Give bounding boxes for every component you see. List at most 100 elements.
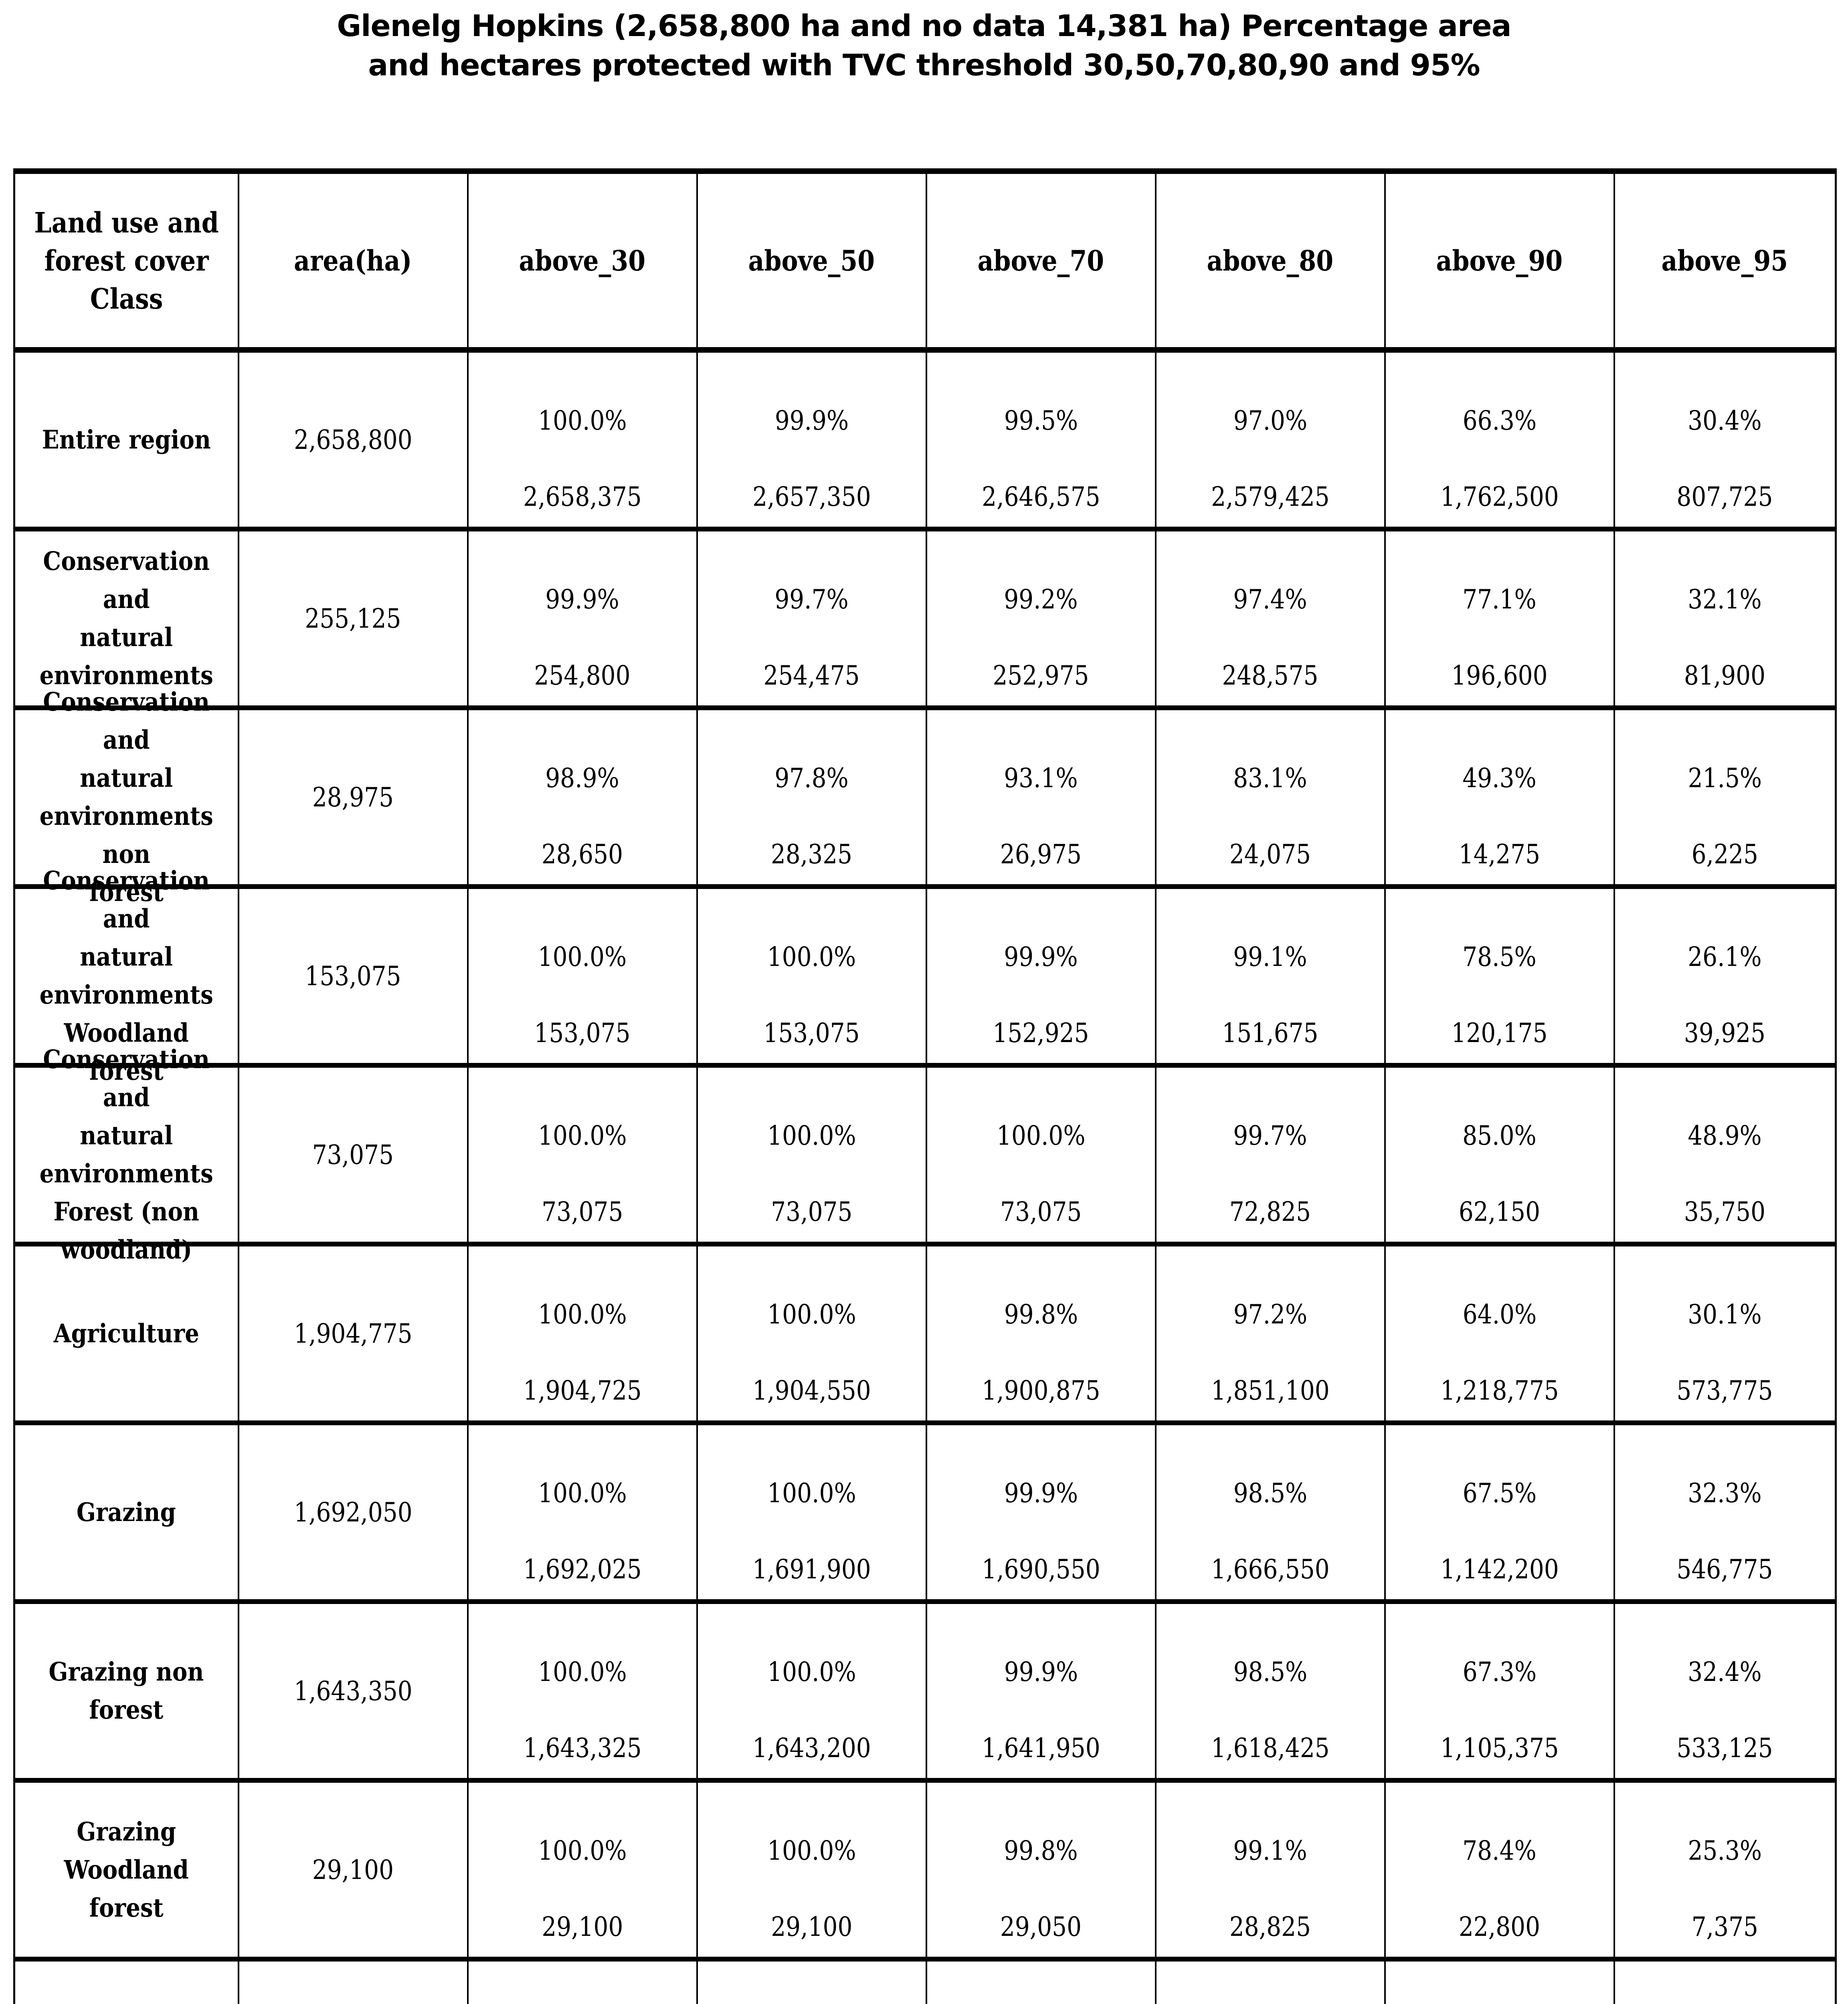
ha-value: 2,657,350: [752, 481, 871, 512]
ha-value: 254,800: [534, 660, 631, 691]
value-cell-above-50: 100.0% 1,691,900: [696, 1423, 926, 1602]
area-value: 255,125: [305, 603, 401, 634]
table-header: Land use and forest cover Class area(ha)…: [14, 171, 1836, 350]
ha-value: 6,225: [1691, 839, 1758, 870]
pct-value: 32.3%: [1688, 1478, 1762, 1509]
pct-value: 100.0%: [767, 1478, 856, 1509]
ha-value: 1,904,550: [752, 1375, 871, 1406]
area-value: 1,643,350: [293, 1675, 412, 1707]
pct-value: 66.3%: [1462, 405, 1537, 436]
area-value: 153,075: [305, 960, 401, 992]
value-cell-above-30: 98.9% 28,650: [467, 708, 697, 887]
row-label-cell: Conservation and natural environments no…: [14, 687, 239, 907]
pct-value: 100.0%: [538, 1120, 627, 1151]
ha-value: 2,579,425: [1211, 481, 1330, 512]
value-cell-above-95: 30.1% 573,775: [1613, 1244, 1836, 1423]
pct-value: 99.7%: [774, 584, 849, 615]
ha-value: 120,175: [1451, 1018, 1548, 1048]
area-value: 2,658,800: [293, 424, 412, 455]
ha-value: 2,658,375: [523, 481, 642, 512]
row-label: Conservation and natural environments: [39, 546, 213, 691]
ha-value: 252,975: [993, 660, 1089, 691]
ha-value: 153,075: [534, 1018, 631, 1048]
value-cell-above-50: 100.0% 1,904,550: [696, 1244, 926, 1423]
area-cell: 1,692,050: [237, 1423, 468, 1602]
pct-value: 100.0%: [538, 1478, 627, 1509]
value-cell-above-70: 99.8% 29,050: [925, 1780, 1156, 1959]
value-cell-above-70: 93.1% 26,975: [925, 708, 1156, 887]
pct-value: 100.0%: [996, 1120, 1086, 1151]
row-label-cell: Conservation and natural environments Wo…: [14, 866, 239, 1086]
value-cell-above-95: 32.4% 533,125: [1613, 1602, 1836, 1780]
row-label: Grazing: [77, 1497, 176, 1527]
pct-value: 97.8%: [774, 763, 849, 794]
pct-value: 99.5%: [1004, 405, 1078, 436]
value-cell-above-80: 97.2% 1,851,100: [1154, 1244, 1385, 1423]
value-cell-above-90: 85.0% 62,150: [1384, 1065, 1614, 1244]
tvc-threshold-table: Land use and forest cover Class area(ha)…: [13, 168, 1837, 2004]
value-cell-above-50: 100.0% 211,000: [696, 1959, 926, 2004]
ha-value: 73,075: [541, 1196, 623, 1227]
table-row: Agriculture 1,904,775 100.0% 1,904,725 1…: [14, 1244, 1836, 1423]
title-line-1: Glenelg Hopkins (2,658,800 ha and no dat…: [337, 9, 1511, 43]
value-cell-above-95: 48.9% 35,750: [1613, 1065, 1836, 1244]
pct-value: 67.5%: [1462, 1478, 1537, 1509]
row-label: Agriculture: [53, 1318, 199, 1349]
ha-value: 1,690,550: [981, 1554, 1100, 1585]
value-cell-above-90: 67.5% 1,142,200: [1384, 1423, 1614, 1602]
ha-value: 62,150: [1458, 1196, 1541, 1227]
pct-value: 100.0%: [538, 1657, 627, 1687]
col-header-class: Land use and forest cover Class: [34, 206, 219, 315]
table-row: Conservation and natural environments Wo…: [14, 866, 1836, 1086]
table-row: Conservation and natural environments no…: [14, 687, 1836, 907]
row-label-cell: Grazing: [14, 1423, 239, 1602]
header-row: Land use and forest cover Class area(ha)…: [14, 171, 1836, 350]
value-cell-above-30: 100.0% 153,075: [467, 887, 697, 1065]
ha-value: 73,075: [1000, 1196, 1082, 1227]
pct-value: 99.9%: [774, 405, 849, 436]
pct-value: 98.5%: [1233, 1657, 1307, 1687]
pct-value: 32.1%: [1688, 584, 1762, 615]
col-header-above-30: above_30: [467, 171, 697, 350]
ha-value: 1,641,950: [981, 1733, 1100, 1764]
ha-value: 1,762,500: [1440, 481, 1559, 512]
ha-value: 39,925: [1684, 1018, 1766, 1048]
value-cell-above-80: 99.1% 151,675: [1154, 887, 1385, 1065]
row-label-cell: Conservation and natural environments Fo…: [14, 1044, 239, 1265]
ha-value: 35,750: [1684, 1196, 1766, 1227]
value-cell-above-30: 100.0% 1,643,325: [467, 1602, 697, 1780]
table-row: Conservation and natural environments 25…: [14, 529, 1836, 708]
area-cell: 73,075: [237, 1065, 468, 1244]
col-header-above-90: above_90: [1384, 171, 1614, 350]
pct-value: 100.0%: [767, 1835, 856, 1866]
pct-value: 85.0%: [1462, 1120, 1537, 1151]
ha-value: 248,575: [1222, 660, 1318, 691]
pct-value: 97.2%: [1233, 1299, 1307, 1330]
ha-value: 546,775: [1676, 1554, 1773, 1585]
ha-value: 29,050: [1000, 1911, 1082, 1942]
value-cell-above-90: 67.3% 1,105,375: [1384, 1602, 1614, 1780]
value-cell-above-30: 100.0% 73,075: [467, 1065, 697, 1244]
ha-value: 7,375: [1691, 1911, 1758, 1942]
pct-value: 93.1%: [1004, 763, 1078, 794]
value-cell-above-80: 99.1% 28,825: [1154, 1780, 1385, 1959]
value-cell-above-80: 97.4% 248,575: [1154, 529, 1385, 708]
value-cell-above-30: 99.9% 254,800: [467, 529, 697, 708]
pct-value: 100.0%: [767, 941, 856, 972]
area-value: 73,075: [312, 1139, 394, 1170]
ha-value: 72,825: [1229, 1196, 1311, 1227]
table-row: Cropping 211,075 100.0% 211,050 100.0% 2…: [14, 1959, 1836, 2004]
ha-value: 2,646,575: [981, 481, 1100, 512]
table-body: Entire region 2,658,800 100.0% 2,658,375…: [14, 350, 1836, 2004]
ha-value: 151,675: [1222, 1018, 1318, 1048]
value-cell-above-90: 66.3% 1,762,500: [1384, 350, 1614, 529]
row-label-cell: Agriculture: [14, 1244, 239, 1423]
col-header-above-95: above_95: [1613, 171, 1836, 350]
ha-value: 81,900: [1684, 660, 1766, 691]
value-cell-above-90: 49.3% 14,275: [1384, 708, 1614, 887]
value-cell-above-70: 99.9% 152,925: [925, 887, 1156, 1065]
ha-value: 28,650: [541, 839, 623, 870]
title-line-2: and hectares protected with TVC threshol…: [368, 48, 1480, 83]
pct-value: 64.0%: [1462, 1299, 1537, 1330]
row-label: Entire region: [42, 424, 211, 455]
